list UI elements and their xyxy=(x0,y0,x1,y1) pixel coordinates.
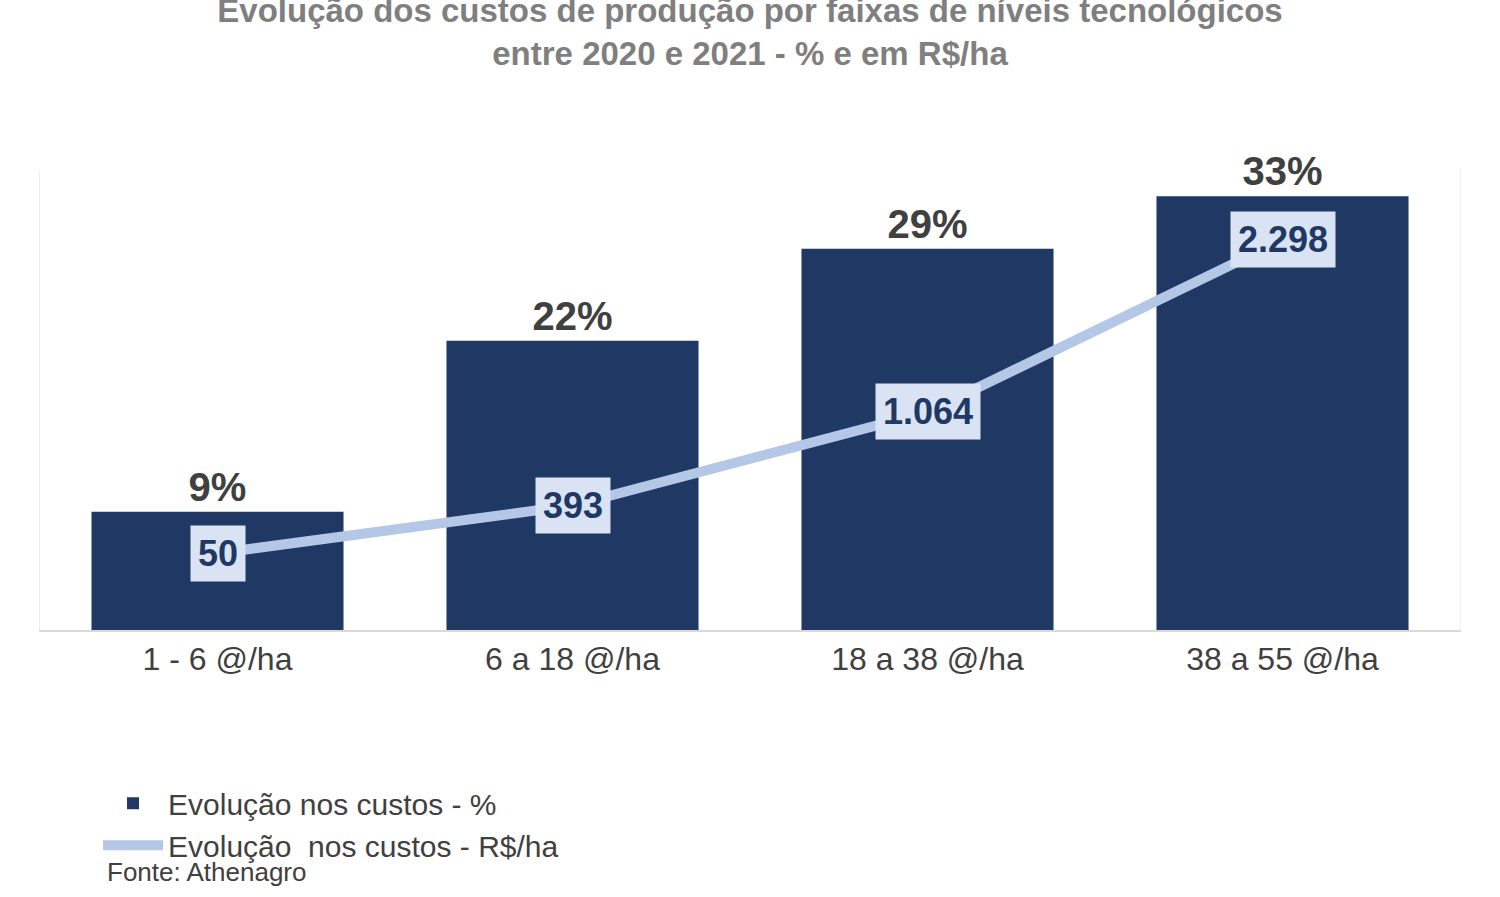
svg-text:Evolução nos custos - R$/ha: Evolução nos custos - R$/ha xyxy=(168,830,559,863)
svg-text:1.064: 1.064 xyxy=(883,391,973,432)
svg-text:Evolução dos custos de produçã: Evolução dos custos de produção por faix… xyxy=(217,0,1282,72)
svg-text:2.298: 2.298 xyxy=(1238,219,1328,260)
svg-text:22%: 22% xyxy=(532,294,612,338)
svg-text:Fonte: Athenagro: Fonte: Athenagro xyxy=(107,857,306,887)
svg-text:38 a 55 @/ha: 38 a 55 @/ha xyxy=(1186,641,1379,677)
svg-text:18 a 38 @/ha: 18 a 38 @/ha xyxy=(831,641,1024,677)
svg-text:33%: 33% xyxy=(1242,149,1322,193)
svg-text:6 a 18 @/ha: 6 a 18 @/ha xyxy=(485,641,660,677)
svg-text:Evolução nos custos - %: Evolução nos custos - % xyxy=(168,788,497,821)
svg-text:393: 393 xyxy=(543,485,603,526)
svg-text:50: 50 xyxy=(198,533,238,574)
svg-text:9%: 9% xyxy=(189,465,247,509)
svg-text:29%: 29% xyxy=(887,202,967,246)
svg-text:1 - 6 @/ha: 1 - 6 @/ha xyxy=(143,641,293,677)
